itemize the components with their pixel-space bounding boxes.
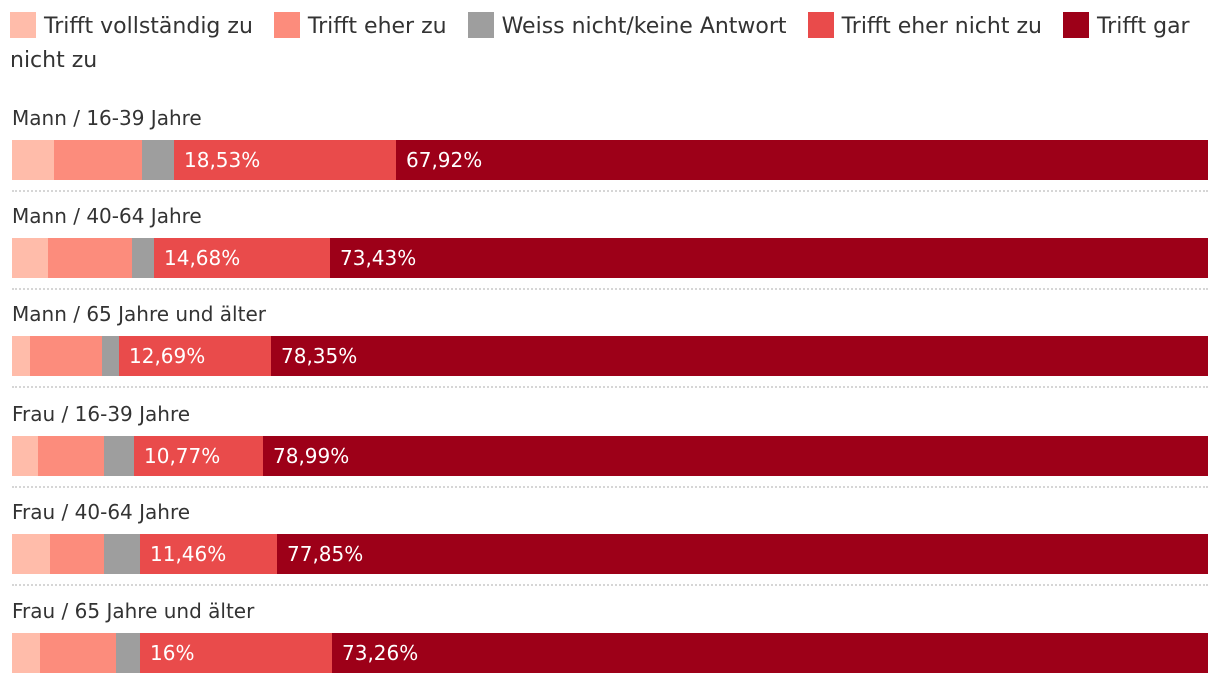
bar-segment [50,534,104,574]
bar-row: 12,69% 78,35% [12,336,1208,376]
bar-segment [12,336,30,376]
bar-segment [30,336,102,376]
bar-segment [102,336,119,376]
bar-segment [142,140,174,180]
bar-row: 10,77% 78,99% [12,436,1208,476]
bar-segment [104,534,140,574]
bar-segment [12,140,54,180]
bar-row: 16% 73,26% [12,633,1208,673]
legend-swatch [10,12,36,38]
legend-item: Trifft gar nicht zu [10,12,1190,73]
bar-segment [12,238,48,278]
category-label: Mann / 16-39 Jahre [12,106,202,130]
bar-segment [12,534,50,574]
chart-legend: Trifft vollständig zu Trifft eher zu Wei… [10,10,1210,78]
category-label: Frau / 40-64 Jahre [12,500,191,524]
legend-label: Trifft eher zu [307,14,447,39]
bar-segment: 73,43% [330,238,1208,278]
bar-segment [12,436,38,476]
row-separator [12,584,1208,586]
bar-segment: 14,68% [154,238,330,278]
legend-swatch [1062,12,1089,38]
bar-segment [48,238,132,278]
category-label: Frau / 65 Jahre und älter [12,599,255,623]
row-separator [12,190,1208,192]
bar-row: 14,68% 73,43% [12,238,1208,278]
legend-item: Trifft vollständig zu [10,12,253,39]
legend-swatch [273,12,300,38]
legend-label: Trifft vollständig zu [44,14,253,39]
bar-segment: 73,26% [332,633,1208,673]
bar-segment: 16% [140,633,332,673]
legend-label: Trifft gar nicht zu [10,14,1190,73]
bar-segment: 78,35% [271,336,1208,376]
bar-segment: 67,92% [396,140,1208,180]
legend-item: Weiss nicht/keine Antwort [467,12,787,39]
bar-segment [132,238,154,278]
category-label: Frau / 16-39 Jahre [12,402,191,426]
legend-item: Trifft eher nicht zu [807,12,1042,39]
bar-segment: 10,77% [134,436,263,476]
bar-segment [54,140,142,180]
category-label: Mann / 40-64 Jahre [12,204,202,228]
bar-segment: 12,69% [119,336,271,376]
row-separator [12,486,1208,488]
legend-label: Weiss nicht/keine Antwort [501,14,787,39]
legend-swatch [467,12,494,38]
legend-label: Trifft eher nicht zu [841,14,1042,39]
legend-swatch [807,12,834,38]
bar-segment: 78,99% [263,436,1208,476]
bar-segment [38,436,104,476]
bar-row: 18,53% 67,92% [12,140,1208,180]
bar-segment: 18,53% [174,140,396,180]
bar-segment [12,633,40,673]
bar-segment: 77,85% [277,534,1208,574]
row-separator [12,288,1208,290]
legend-item: Trifft eher zu [273,12,447,39]
bar-segment [104,436,134,476]
row-separator [12,386,1208,388]
bar-segment [116,633,140,673]
category-label: Mann / 65 Jahre und älter [12,302,266,326]
bar-segment [40,633,116,673]
bar-segment: 11,46% [140,534,277,574]
bar-row: 11,46% 77,85% [12,534,1208,574]
